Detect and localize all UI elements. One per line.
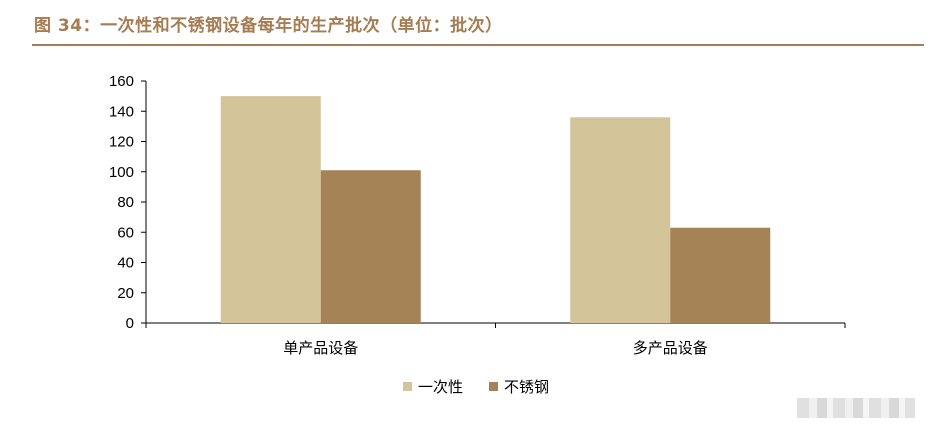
legend-swatch (403, 382, 412, 391)
chart-legend: 一次性 不锈钢 (403, 378, 549, 396)
y-tick-label: 140 (109, 103, 134, 120)
y-tick-label: 0 (126, 315, 134, 332)
y-tick-label: 160 (109, 73, 134, 90)
legend-swatch (489, 382, 498, 391)
y-tick-label: 40 (117, 255, 134, 272)
bar-stainless-2 (670, 227, 771, 323)
bar-single-use-2 (570, 117, 671, 323)
x-category-label: 多产品设备 (633, 339, 708, 357)
legend-label: 一次性 (418, 378, 463, 396)
y-tick-label: 60 (117, 224, 134, 241)
x-category-label: 单产品设备 (283, 339, 358, 357)
bar-stainless-1 (320, 170, 421, 323)
y-tick-label: 80 (117, 194, 134, 211)
bar-single-use-1 (220, 96, 321, 323)
y-tick-label: 120 (109, 134, 134, 151)
chart-labels: 0 20 40 60 80 100 120 140 160 单产品设备 多产品设备 (109, 73, 708, 357)
figure-title: 图 34：一次性和不锈钢设备每年的生产批次（单位：批次） (34, 16, 503, 36)
watermark-blur (797, 398, 915, 418)
chart-bars (220, 96, 771, 323)
y-tick-label: 100 (109, 164, 134, 181)
y-tick-label: 20 (117, 285, 134, 302)
legend-label: 不锈钢 (504, 378, 549, 396)
title-underline (32, 44, 924, 46)
